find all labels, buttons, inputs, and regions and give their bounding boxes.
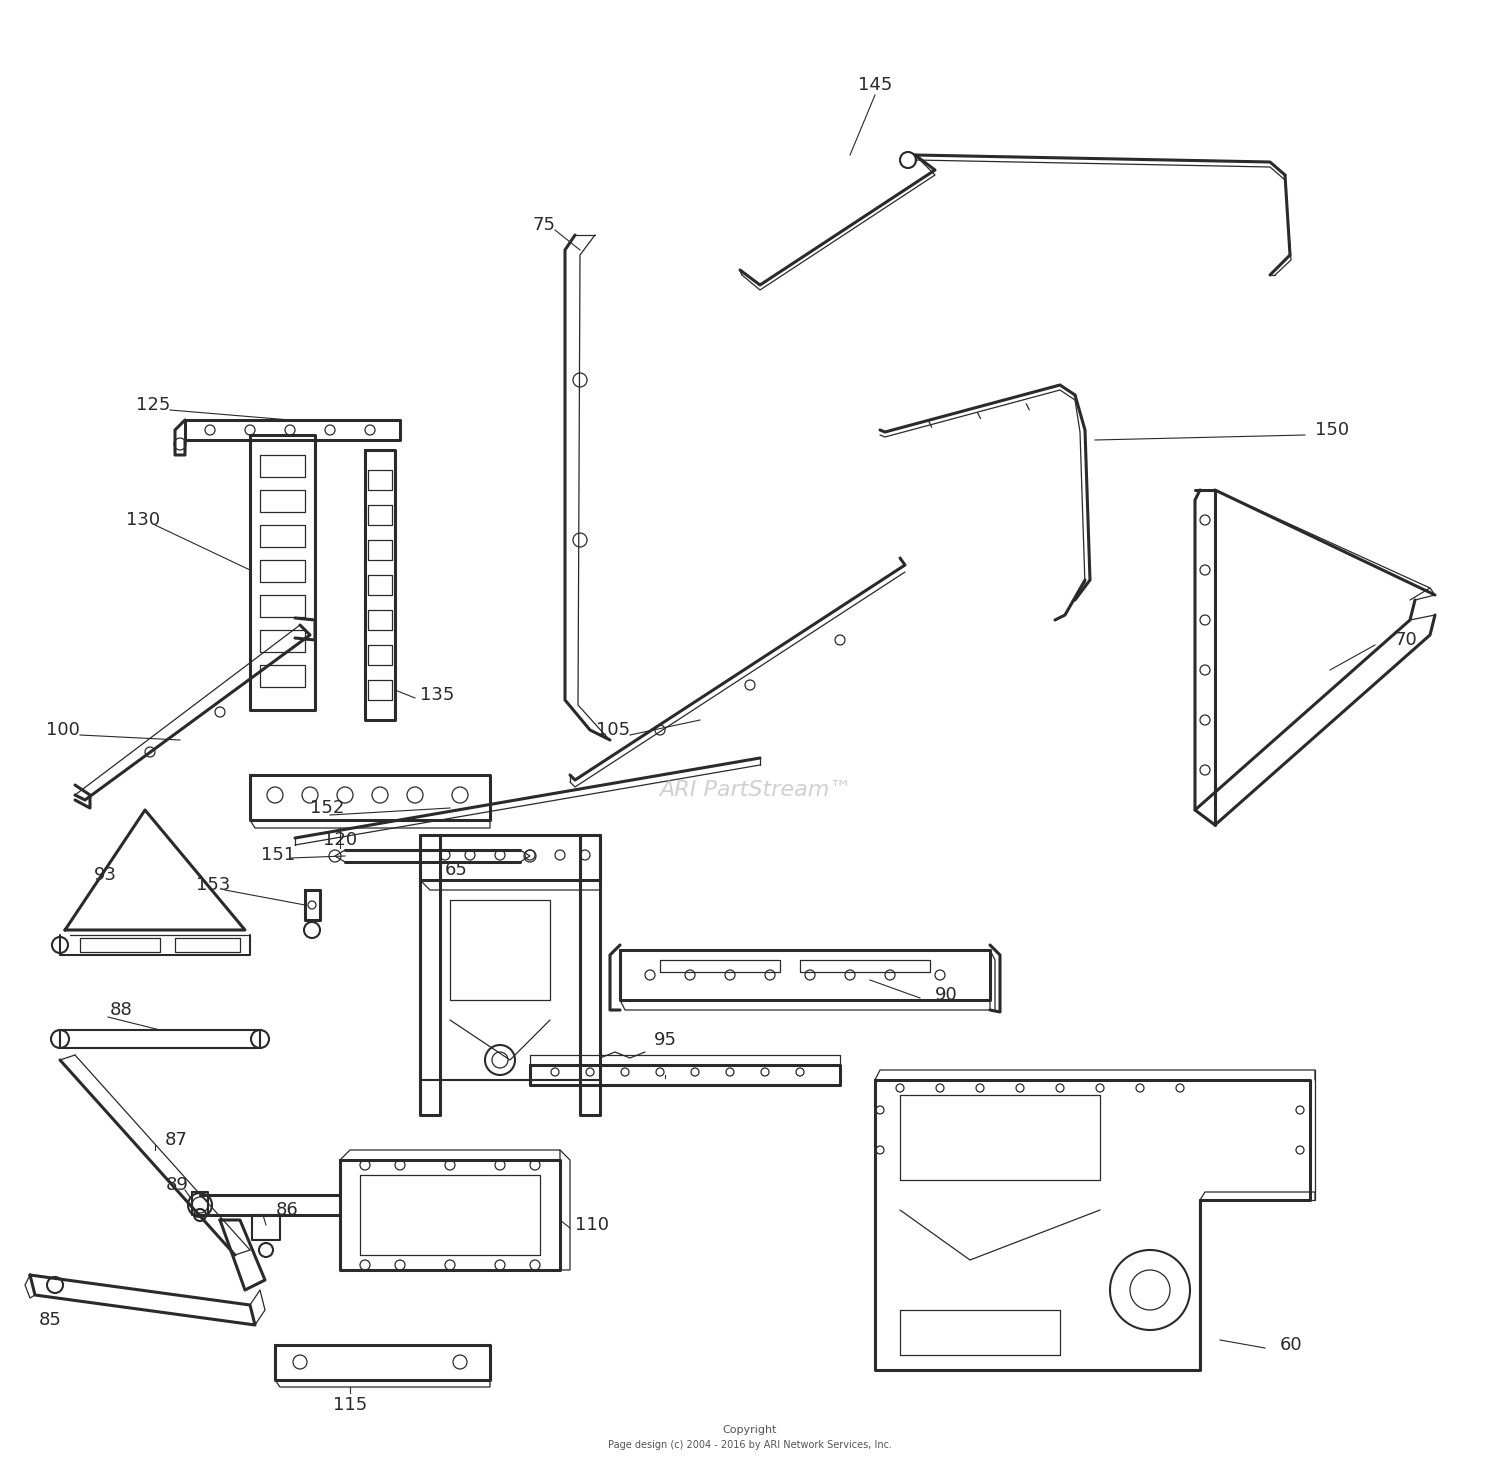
Text: Page design (c) 2004 - 2016 by ARI Network Services, Inc.: Page design (c) 2004 - 2016 by ARI Netwo… [608, 1440, 892, 1450]
Text: 88: 88 [110, 1001, 132, 1020]
Text: 95: 95 [654, 1031, 676, 1049]
Text: 151: 151 [261, 846, 296, 865]
Text: 145: 145 [858, 76, 892, 94]
Text: 150: 150 [1316, 421, 1348, 439]
Text: 87: 87 [165, 1131, 188, 1148]
Text: 152: 152 [310, 799, 345, 816]
Text: 75: 75 [532, 217, 555, 234]
Text: 70: 70 [1395, 631, 1417, 650]
Text: 125: 125 [135, 396, 170, 414]
Text: 85: 85 [39, 1311, 62, 1328]
Text: 90: 90 [934, 986, 957, 1004]
Text: Copyright: Copyright [723, 1425, 777, 1435]
Text: 130: 130 [126, 511, 160, 530]
Text: 105: 105 [596, 721, 630, 739]
Text: 100: 100 [46, 721, 80, 739]
Text: ARI PartStream™: ARI PartStream™ [658, 780, 852, 800]
Text: 86: 86 [276, 1201, 298, 1219]
Text: 135: 135 [420, 686, 454, 704]
Text: 115: 115 [333, 1396, 368, 1415]
Text: 89: 89 [166, 1176, 189, 1194]
Text: 65: 65 [446, 862, 468, 879]
Text: 110: 110 [574, 1216, 609, 1233]
Text: 60: 60 [1280, 1336, 1302, 1353]
Text: 153: 153 [195, 876, 230, 894]
Text: 120: 120 [322, 831, 357, 849]
Text: 93: 93 [93, 866, 117, 884]
